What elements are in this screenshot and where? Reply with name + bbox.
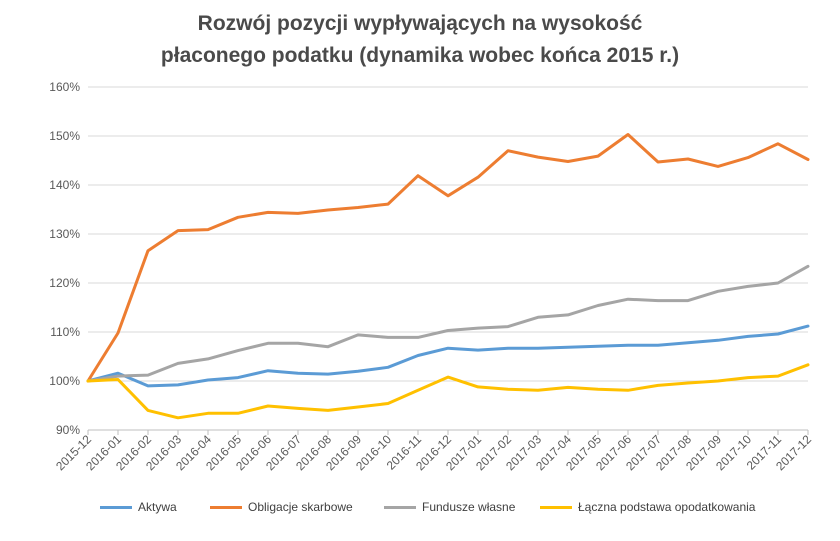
- y-tick-label: 120%: [49, 276, 80, 290]
- chart-title: Rozwój pozycji wypływających na wysokość…: [0, 8, 840, 72]
- y-tick-label: 150%: [49, 129, 80, 143]
- series-line-łączna-podstawa-opodatkowania: [86, 363, 810, 420]
- y-tick-label: 140%: [49, 178, 80, 192]
- legend-item: Łączna podstawa opodatkowania: [540, 500, 755, 514]
- legend-swatch: [540, 505, 572, 509]
- chart-legend: Aktywa Obligacje skarbowe Fundusze własne Ł…: [0, 498, 840, 522]
- chart-title-line-2: płaconego podatku (dynamika wobec końca …: [160, 44, 680, 67]
- legend-label: Aktywa: [138, 500, 177, 514]
- legend-label: Obligacje skarbowe: [248, 500, 353, 514]
- series-line-aktywa: [86, 324, 810, 388]
- legend-swatch: [100, 505, 132, 509]
- legend-item: Obligacje skarbowe: [210, 500, 353, 514]
- legend-item: Fundusze własne: [384, 500, 515, 514]
- y-tick-label: 90%: [56, 423, 80, 437]
- legend-label: Łączna podstawa opodatkowania: [578, 500, 756, 514]
- legend-item: Aktywa: [100, 500, 177, 514]
- series-line-obligacje-skarbowe: [86, 133, 810, 383]
- y-tick-label: 100%: [49, 374, 80, 388]
- legend-label: Fundusze własne: [422, 500, 516, 514]
- y-tick-label: 130%: [49, 227, 80, 241]
- y-tick-label: 110%: [50, 325, 80, 339]
- series-line-fundusze-własne: [86, 264, 810, 383]
- y-tick-label: 160%: [49, 80, 80, 94]
- chart-title-line-1: Rozwój pozycji wypływających na wysokość: [197, 12, 643, 35]
- legend-swatch: [384, 505, 416, 509]
- legend-swatch: [210, 505, 242, 509]
